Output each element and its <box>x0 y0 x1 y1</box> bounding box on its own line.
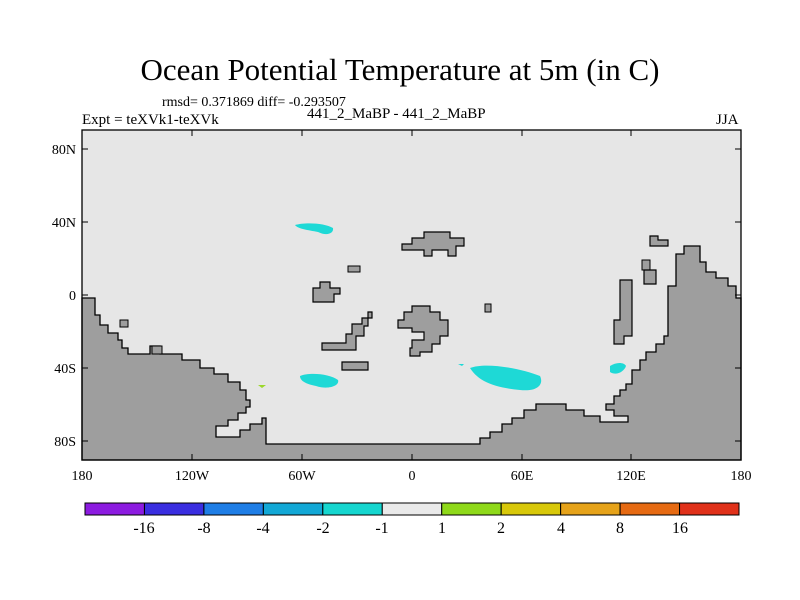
warm-anomaly-patch <box>258 385 266 388</box>
y-tick-label: 0 <box>69 289 76 304</box>
colorbar-label: -8 <box>197 520 210 537</box>
land-island <box>401 231 465 257</box>
colorbar-swatch <box>322 502 383 516</box>
land-island <box>643 269 657 285</box>
y-tick-label: 80N <box>52 143 76 158</box>
x-tick-label: 0 <box>409 469 416 484</box>
colorbar-label: 8 <box>616 520 624 537</box>
colorbar-label: -16 <box>133 520 154 537</box>
season-label: JJA <box>716 112 739 128</box>
colorbar-swatch <box>619 502 681 516</box>
y-tick-label: 40S <box>54 362 76 377</box>
colorbar-swatch <box>262 502 324 516</box>
land-island <box>321 311 373 351</box>
colorbar-swatch <box>143 502 205 516</box>
cool-anomaly-patch <box>470 365 542 391</box>
land-island <box>397 305 449 357</box>
colorbar-swatch <box>500 502 562 516</box>
colorbar <box>84 502 740 516</box>
colorbar-label: -1 <box>375 520 388 537</box>
colorbar-swatch <box>84 502 145 516</box>
colorbar-swatch <box>441 502 502 516</box>
colorbar-label: 16 <box>672 520 688 537</box>
land-island <box>341 361 369 371</box>
land-island <box>649 235 669 247</box>
cool-anomaly-patch <box>300 373 339 388</box>
cool-anomaly-patch <box>295 223 334 235</box>
experiment-label: Expt = teXVk1-teXVk <box>82 112 219 128</box>
colorbar-swatch <box>381 502 443 516</box>
map-title: Ocean Potential Temperature at 5m (in C) <box>140 52 660 87</box>
land-island <box>347 265 361 273</box>
land-island <box>613 279 633 345</box>
x-tick-label: 60E <box>511 469 534 484</box>
colorbar-labels: -16 -8 -4 -2 -1 1 2 4 8 16 <box>133 520 688 537</box>
colorbar-label: 1 <box>438 520 446 537</box>
y-tick-label: 40N <box>52 216 76 231</box>
colorbar-label: 4 <box>557 520 565 537</box>
land-island <box>641 259 651 271</box>
land-island <box>151 345 163 355</box>
land-mass-west <box>81 245 742 461</box>
colorbar-label: -4 <box>256 520 269 537</box>
y-tick-label: 80S <box>54 435 76 450</box>
land-island <box>119 319 129 328</box>
x-tick-label: 180 <box>72 469 93 484</box>
colorbar-swatch <box>560 502 621 516</box>
cool-anomaly-patch <box>458 364 464 366</box>
land-island <box>484 303 492 313</box>
y-tick-labels: 80N 40N 0 40S 80S <box>52 143 76 450</box>
statistics-text: rmsd= 0.371869 diff= -0.293507 <box>162 95 346 110</box>
colorbar-swatch <box>203 502 264 516</box>
colorbar-label: -2 <box>316 520 329 537</box>
x-tick-labels: 180 120W 60W 0 60E 120E 180 <box>72 469 752 484</box>
colorbar-label: 2 <box>497 520 505 537</box>
colorbar-swatch <box>679 502 740 516</box>
cool-anomaly-patch <box>610 363 626 374</box>
x-tick-label: 180 <box>731 469 752 484</box>
x-tick-label: 60W <box>288 469 316 484</box>
x-axis <box>81 130 742 460</box>
experiment-subtitle: 441_2_MaBP - 441_2_MaBP <box>307 106 486 122</box>
x-tick-label: 120E <box>616 469 646 484</box>
land-island <box>312 281 341 303</box>
y-axis <box>82 148 741 442</box>
x-tick-label: 120W <box>175 469 210 484</box>
